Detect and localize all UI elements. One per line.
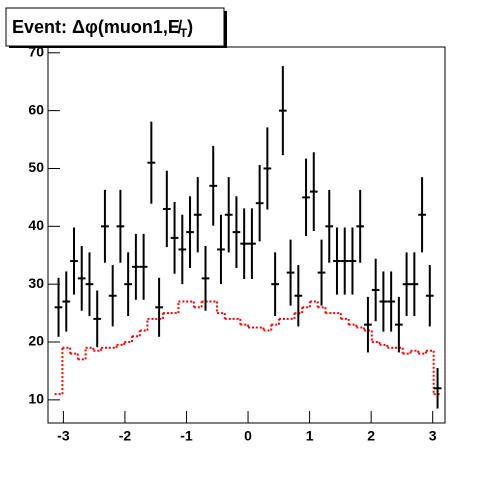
y-tick-label: 20 bbox=[28, 333, 44, 349]
y-tick-label: 40 bbox=[28, 217, 44, 233]
chart-title: Event: Δφ(muon1,E̸T) bbox=[12, 17, 193, 40]
title-box bbox=[5, 7, 225, 47]
title-part: Event: Δφ(muon1,E̸ bbox=[12, 17, 183, 37]
x-tick-label: -3 bbox=[57, 428, 70, 444]
title-shadow bbox=[9, 46, 227, 48]
title-part: ) bbox=[187, 17, 193, 37]
x-tick-label: 1 bbox=[306, 428, 314, 444]
y-tick-label: 10 bbox=[28, 391, 44, 407]
y-tick-label: 70 bbox=[28, 43, 44, 59]
title-shadow bbox=[224, 11, 227, 48]
x-tick-label: 2 bbox=[367, 428, 375, 444]
x-tick-label: 3 bbox=[429, 428, 437, 444]
x-tick-label: 0 bbox=[244, 428, 252, 444]
frame bbox=[47, 46, 446, 424]
title-part: T bbox=[180, 26, 188, 40]
y-tick-label: 60 bbox=[28, 101, 44, 117]
y-tick-label: 30 bbox=[28, 275, 44, 291]
x-tick-label: -1 bbox=[180, 428, 193, 444]
x-tick-label: -2 bbox=[119, 428, 132, 444]
y-tick-label: 50 bbox=[28, 159, 44, 175]
